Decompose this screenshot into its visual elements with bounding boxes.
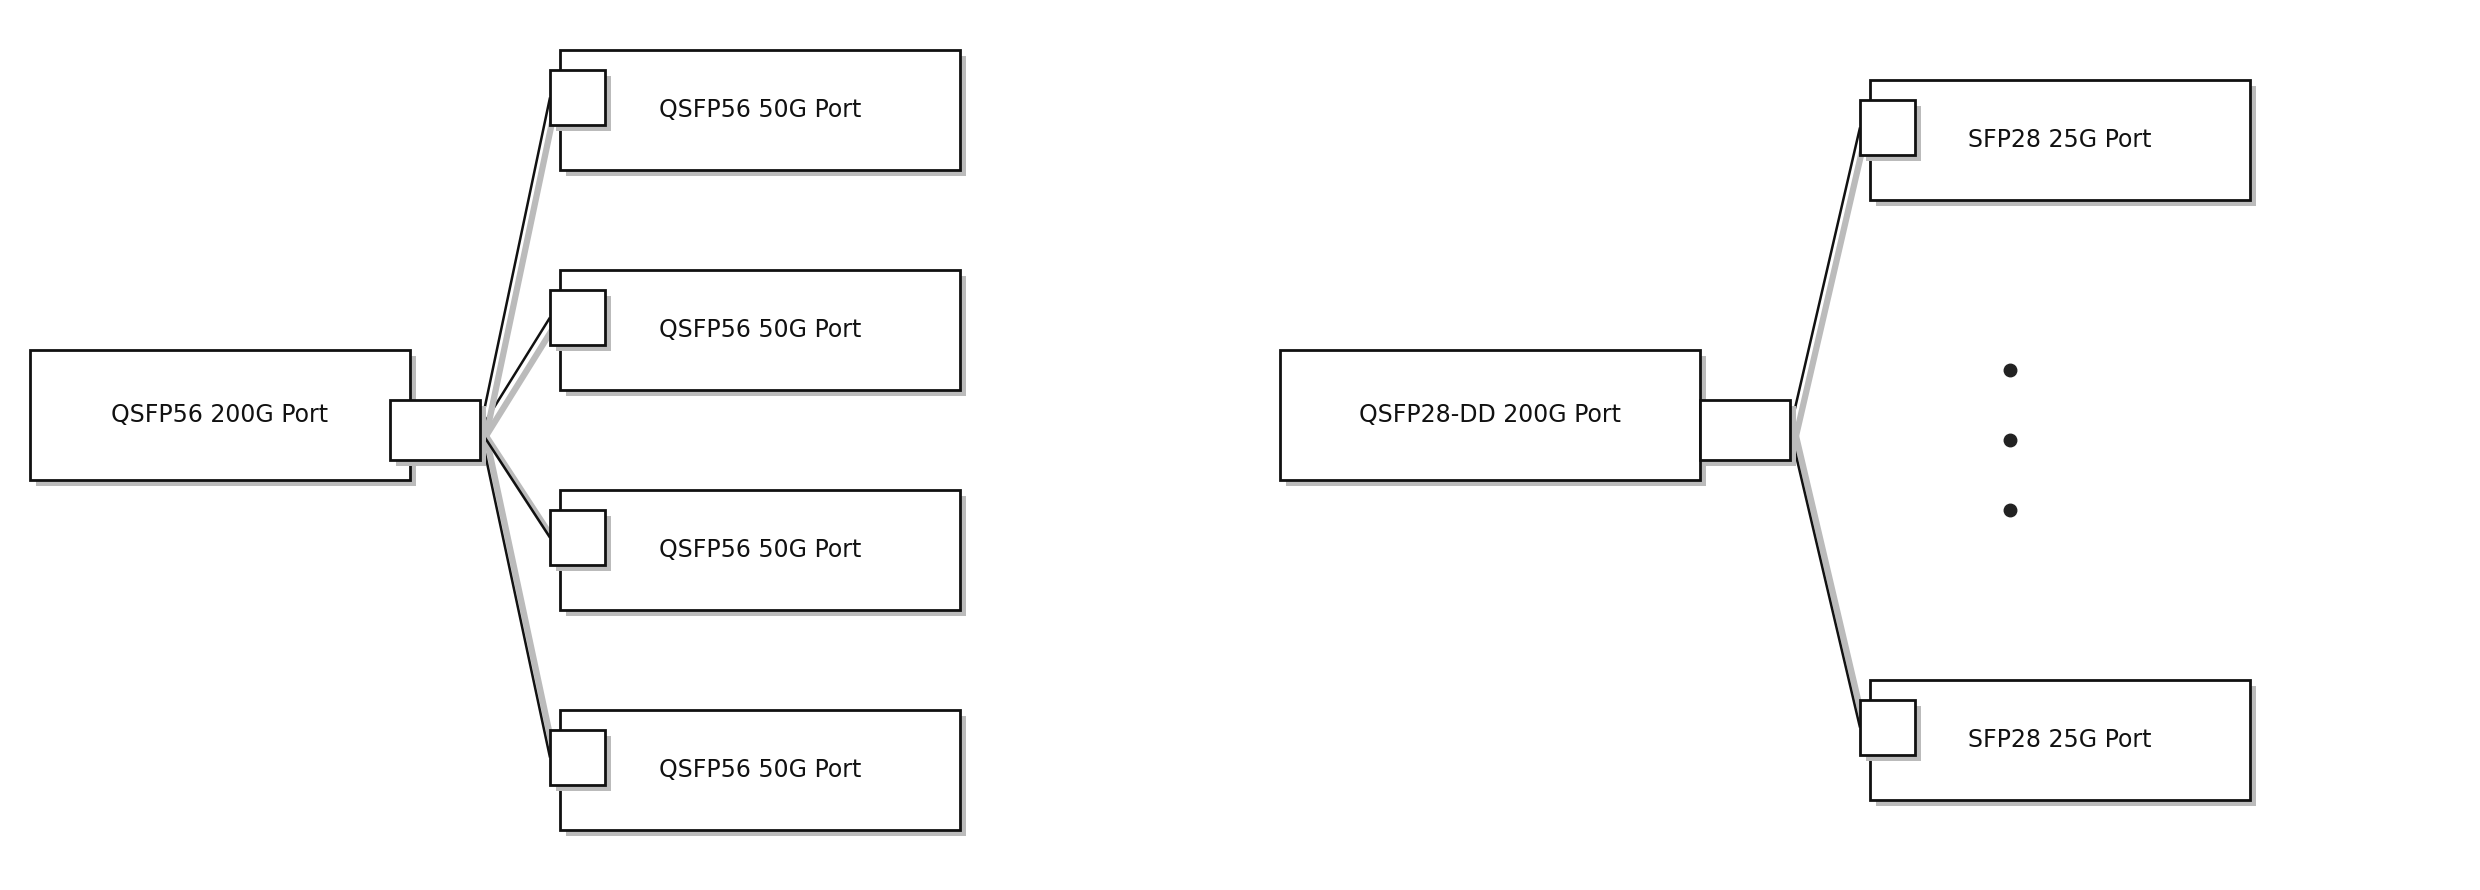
Bar bbox=[1865, 706, 1922, 761]
Text: QSFP56 50G Port: QSFP56 50G Port bbox=[660, 318, 861, 342]
Bar bbox=[565, 716, 967, 836]
Bar bbox=[30, 350, 409, 480]
Text: QSFP56 50G Port: QSFP56 50G Port bbox=[660, 98, 861, 122]
Bar bbox=[560, 710, 960, 830]
Bar bbox=[565, 496, 967, 616]
Bar bbox=[565, 56, 967, 176]
Bar bbox=[556, 296, 610, 351]
Bar bbox=[556, 516, 610, 571]
Bar bbox=[1875, 686, 2257, 806]
Bar bbox=[397, 406, 486, 466]
Text: QSFP56 50G Port: QSFP56 50G Port bbox=[660, 538, 861, 562]
Bar bbox=[37, 356, 417, 486]
Text: QSFP56 50G Port: QSFP56 50G Port bbox=[660, 758, 861, 782]
Bar bbox=[389, 400, 481, 460]
Bar bbox=[551, 730, 605, 785]
Bar bbox=[560, 50, 960, 170]
Bar bbox=[556, 736, 610, 791]
Text: SFP28 25G Port: SFP28 25G Port bbox=[1969, 728, 2153, 752]
Bar bbox=[551, 510, 605, 565]
Bar bbox=[1287, 356, 1706, 486]
Bar bbox=[551, 70, 605, 125]
Bar bbox=[1860, 100, 1915, 155]
Bar bbox=[556, 76, 610, 131]
Text: QSFP56 200G Port: QSFP56 200G Port bbox=[112, 403, 327, 427]
Bar bbox=[560, 490, 960, 610]
Bar bbox=[1860, 700, 1915, 755]
Text: QSFP28-DD 200G Port: QSFP28-DD 200G Port bbox=[1359, 403, 1622, 427]
Bar bbox=[551, 290, 605, 345]
Bar bbox=[1280, 350, 1699, 480]
Bar bbox=[1706, 406, 1796, 466]
Bar bbox=[1699, 400, 1791, 460]
Bar bbox=[565, 276, 967, 396]
Bar bbox=[1870, 680, 2249, 800]
Text: SFP28 25G Port: SFP28 25G Port bbox=[1969, 128, 2153, 152]
Bar bbox=[1870, 80, 2249, 200]
Bar bbox=[1875, 86, 2257, 206]
Bar bbox=[1865, 106, 1922, 161]
Bar bbox=[560, 270, 960, 390]
